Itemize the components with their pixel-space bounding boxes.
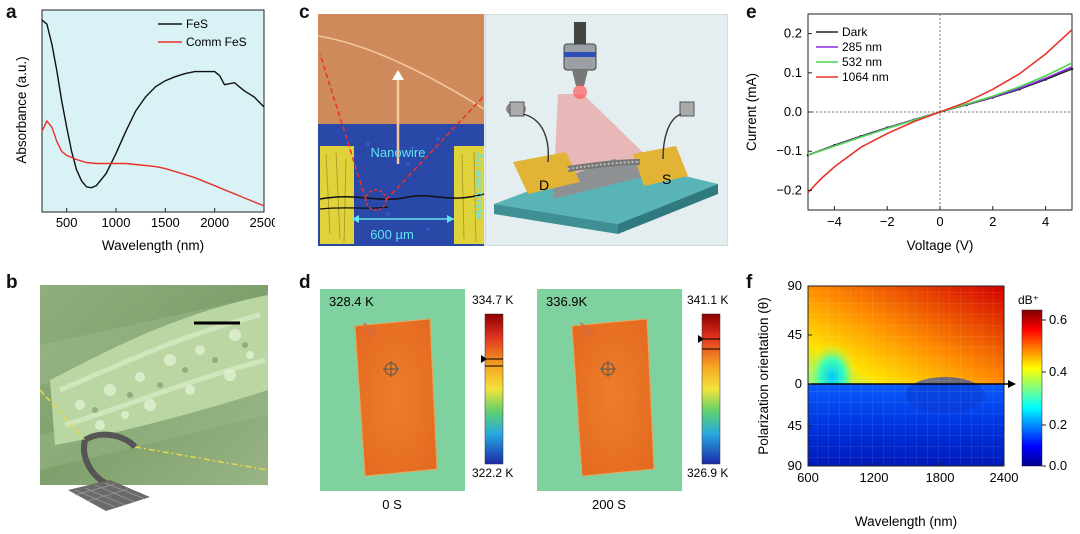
time-label-200s: 200 S — [592, 497, 626, 512]
y-tick-label: 0.0 — [784, 104, 802, 119]
series-line-comm-fes — [41, 119, 265, 207]
colorbar-tick-label: 0.0 — [1049, 458, 1067, 473]
temp-reading-0s: 328.4 K — [329, 294, 374, 309]
source-label: S — [662, 171, 671, 187]
x-tick-label: 2000 — [200, 215, 229, 230]
y-tick-label: 0 — [795, 376, 802, 391]
legend-fes: FeS — [186, 17, 208, 31]
panel-label-c: c — [299, 2, 310, 23]
x-tick-label: 1500 — [151, 215, 180, 230]
data-point — [1070, 67, 1074, 71]
laser-objective — [563, 22, 597, 99]
device-illustration: Nanowire 600 µm Au electrode D S — [318, 14, 728, 246]
scale-label-600um: 600 µm — [370, 227, 414, 242]
legend-comm-fes: Comm FeS — [186, 35, 247, 49]
x-axis-label: Voltage (V) — [907, 238, 974, 253]
x-tick-label: 1000 — [102, 215, 131, 230]
colorbar-200s — [701, 313, 721, 465]
y-tick-label: 0.2 — [784, 26, 802, 41]
x-tick-label: 4 — [1042, 214, 1049, 229]
right-probe — [662, 101, 695, 160]
y-tick-label: 90 — [788, 278, 802, 293]
micrograph-zoom — [318, 14, 484, 124]
absorbance-chart: 500 1000 1500 2000 2500 FeS Comm FeS Wavelen… — [14, 9, 275, 253]
panel-label-f: f — [746, 272, 753, 293]
y-tick-label: −0.1 — [776, 143, 802, 158]
plot-area — [41, 9, 265, 213]
panel-label-a: a — [6, 2, 17, 23]
legend-entry: 285 nm — [842, 40, 882, 54]
x-tick-label: 0 — [936, 214, 943, 229]
colorbar-0s — [484, 313, 504, 465]
colorbar-tick-label: 0.6 — [1049, 312, 1067, 327]
x-tick-label: 1800 — [926, 470, 955, 485]
time-label-0s: 0 S — [382, 497, 402, 512]
legend-entry: 532 nm — [842, 55, 882, 69]
panel-label-b: b — [6, 272, 18, 293]
drain-label: D — [539, 177, 549, 193]
heatmap-colorbar — [1021, 309, 1043, 467]
nanowire-label: Nanowire — [371, 145, 426, 160]
x-axis-label: Wavelength (nm) — [102, 238, 204, 253]
left-electrode — [320, 146, 354, 244]
series-line-fes — [41, 19, 265, 189]
legend-entry: Dark — [842, 25, 868, 39]
panel-label-e: e — [746, 2, 757, 23]
drain-pad — [513, 152, 580, 194]
colorbar-min-200s: 326.9 K — [687, 466, 728, 480]
colorbar-tick-label: 0.4 — [1049, 364, 1067, 379]
colorbar-label: dB⁺ — [1018, 293, 1039, 307]
x-tick-label: 2400 — [990, 470, 1019, 485]
y-tick-label: 0.1 — [784, 65, 802, 80]
x-tick-label: −4 — [827, 214, 842, 229]
legend-entry: 1064 nm — [842, 70, 889, 84]
au-electrode-label: Au electrode — [472, 152, 486, 220]
x-axis-label: Wavelength (nm) — [855, 514, 957, 529]
series-line-1064-nm — [807, 29, 1073, 193]
thermal-images: 328.4 K 0 S 334.7 K 322.2 K 336.9K 200 S… — [320, 289, 728, 512]
y-tick-label: 45 — [788, 418, 802, 433]
nanostructure-model — [68, 480, 150, 511]
y-tick-label: 90 — [788, 458, 802, 473]
colorbar-max-0s: 334.7 K — [472, 293, 513, 307]
colorbar-tick-label: 0.2 — [1049, 417, 1067, 432]
temp-reading-200s: 336.9K — [546, 294, 588, 309]
source-pad — [633, 146, 688, 186]
y-tick-label: 45 — [788, 327, 802, 342]
x-tick-label: 2500 — [250, 215, 275, 230]
left-probe — [506, 101, 550, 163]
colorbar-min-0s: 322.2 K — [472, 466, 513, 480]
y-tick-label: −0.2 — [776, 182, 802, 197]
y-axis-label: Polarization orientation (θ) — [756, 297, 771, 455]
panel-label-d: d — [299, 272, 311, 293]
y-axis-label: Current (mA) — [744, 73, 759, 151]
x-tick-label: 1200 — [860, 470, 889, 485]
polarization-heatmap: 600 1200 1800 2400 90 45 0 45 90 0.6 0.4 0.2 0.0 dB⁺… — [756, 278, 1067, 529]
y-axis-label: Absorbance (a.u.) — [14, 56, 29, 163]
sem-image-nanowire — [40, 285, 268, 511]
colorbar-max-200s: 341.1 K — [687, 293, 728, 307]
x-tick-label: 600 — [797, 470, 819, 485]
x-tick-label: 2 — [989, 214, 996, 229]
x-tick-label: 500 — [56, 215, 78, 230]
x-tick-label: −2 — [880, 214, 895, 229]
